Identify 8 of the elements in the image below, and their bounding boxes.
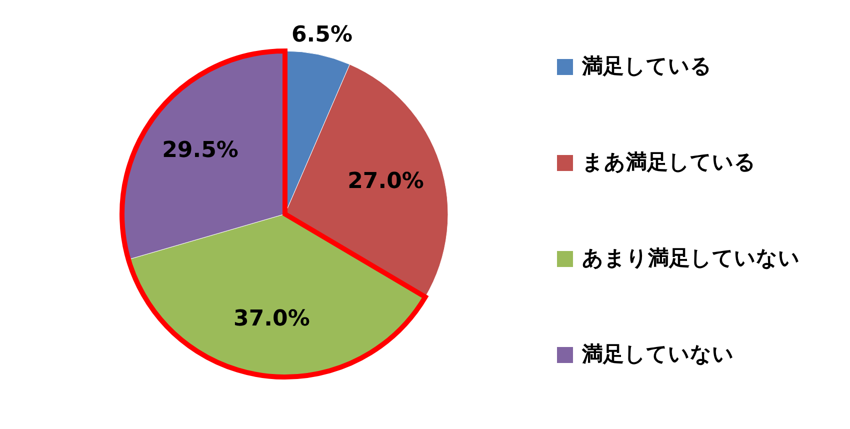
data-label: 37.0% xyxy=(234,306,310,332)
data-label: 6.5% xyxy=(292,22,353,48)
data-label: 27.0% xyxy=(348,168,424,194)
legend-label: 満足している xyxy=(581,54,712,78)
data-label: 29.5% xyxy=(162,138,238,163)
legend-label: 満足していない xyxy=(581,342,734,366)
legend-label: まあ満足している xyxy=(582,150,756,174)
legend-label: あまり満足していない xyxy=(582,246,800,270)
